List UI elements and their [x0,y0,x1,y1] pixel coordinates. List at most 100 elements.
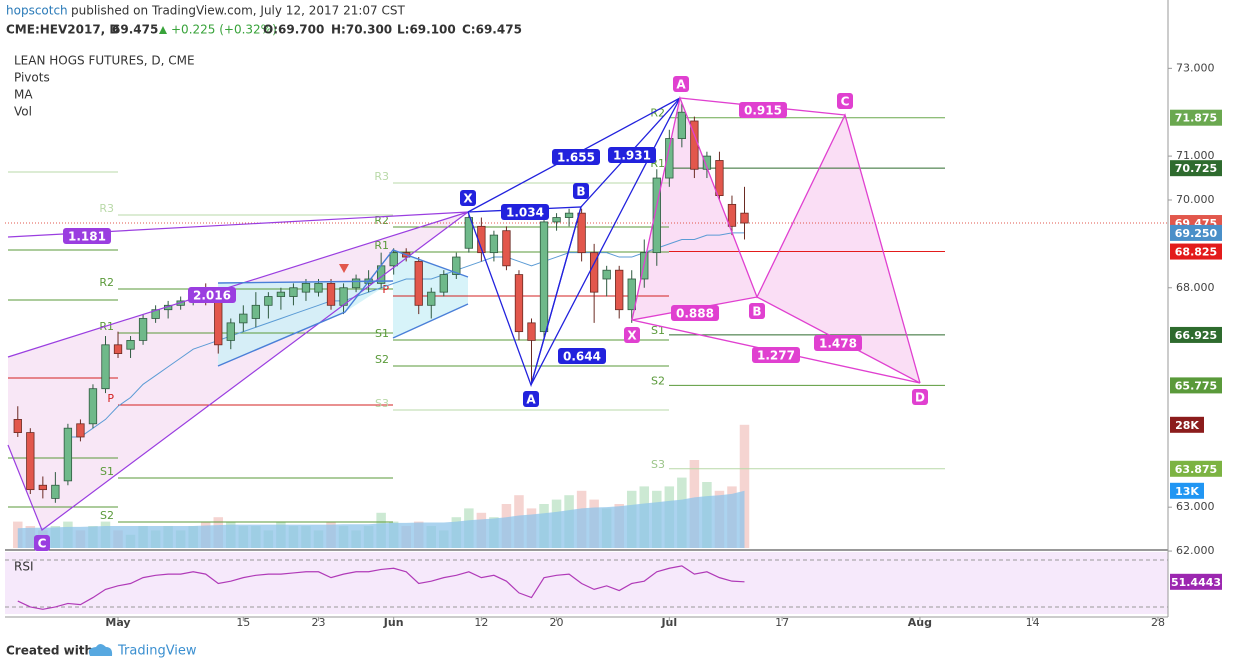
price-badge-label: 70.725 [1175,162,1217,175]
candle-body [589,252,599,293]
x-tick-label: Jun [383,616,404,629]
high: H:70.300 [331,23,392,37]
volume-badge [1170,416,1204,433]
annotation-box [558,348,606,364]
channel-line [217,280,394,284]
legend-entry: Vol [14,105,32,119]
annotation-label: D [915,391,925,405]
annotation-box [837,93,853,109]
candle-body [627,278,636,311]
candle-body [301,282,311,293]
candle-body [13,419,22,433]
candle-body [514,274,524,333]
channel-line [392,303,469,339]
pattern-fill [757,115,920,383]
candle-body [226,322,235,341]
candle-body [51,484,60,499]
candle-body [527,322,536,341]
annotation-box [749,303,765,319]
candle-body [113,344,123,354]
annotation-box [671,305,719,321]
x-tick-label: Aug [908,616,932,629]
candle-body [389,252,398,267]
y-tick-label: 71.000 [1176,149,1215,162]
candle-body [289,287,298,297]
annotation-label: 1.655 [557,151,595,165]
price-badge [1170,109,1222,126]
pivot-label: S2 [375,353,389,366]
y-tick-label: 63.000 [1176,500,1215,513]
x-tick-label: 23 [311,616,325,629]
price-badge-label: 63.875 [1175,463,1217,476]
price-badge [1170,224,1222,241]
rsi-pane [5,552,1168,614]
candle-body [615,269,624,311]
candle-body [251,304,260,319]
rsi-line [17,565,745,610]
candle-body [564,212,574,218]
candle-body [652,177,661,254]
annotation-box [34,535,50,551]
annotation-label: B [576,185,585,199]
annotation-label: 1.478 [819,337,857,351]
y-tick-label: 73.000 [1176,61,1215,74]
annotation-label: 1.277 [757,349,795,363]
candle-body [740,212,749,224]
candle-body [715,160,724,196]
channel-line [217,249,469,367]
annotation-label: 0.915 [744,104,782,118]
candle-body [76,423,85,438]
annotation-box [752,347,800,363]
candle-body [677,111,687,139]
published-note: published on TradingView.com, July 12, 2… [71,4,405,18]
candle-body [439,274,448,293]
footer-brand[interactable]: TradingView [117,644,197,659]
annotation-box [608,147,656,163]
pivot-label: S2 [100,509,114,522]
annotation-box [63,228,111,244]
annotation-box [573,183,589,199]
candle-body [63,427,73,482]
candle-body [414,261,423,306]
x-tick-label: 14 [1026,616,1040,629]
annotation-box [673,76,689,92]
x-tick-label: 17 [775,616,789,629]
volume-badge-label: 28K [1175,419,1199,432]
candle-body [26,432,35,491]
candle-body [665,138,674,179]
annotation-box [460,190,476,206]
x-tick-label: May [105,616,130,629]
x-tick-label: 15 [236,616,250,629]
y-tick-label: 70.000 [1176,193,1215,206]
candle-body [214,296,223,346]
annotation-box [523,391,539,407]
open: O:69.700 [263,23,324,37]
up-arrow [159,26,167,34]
annotation-box [814,335,862,351]
pattern-fill [632,98,757,320]
pivot-label: P [382,283,389,296]
price-badge-label: 65.775 [1175,379,1217,392]
volume-badge-label: 13K [1175,485,1199,498]
price-badge-label: 66.925 [1175,329,1217,342]
volume-badge [1170,482,1204,499]
candle-body [138,318,148,341]
annotation-label: A [526,393,536,407]
candle-body [427,291,436,306]
x-tick-label: 20 [550,616,564,629]
author[interactable]: hopscotch [6,4,68,18]
candle-body [602,269,611,280]
change: +0.225 (+0.32%) [171,23,277,37]
y-tick-label: 68.000 [1176,281,1215,294]
annotation-box [739,102,787,118]
legend-entry: Pivots [14,71,50,85]
pattern-line [467,97,681,388]
candle-body [452,256,461,275]
pivot-label: R1 [374,239,389,252]
price-badge-label: 69.250 [1175,227,1218,240]
volume-layer [13,424,750,548]
pivot-label: S1 [100,465,114,478]
price-badge-label: 68.825 [1175,246,1217,259]
channel-fill [218,281,393,366]
pivot-label: S1 [651,324,665,337]
